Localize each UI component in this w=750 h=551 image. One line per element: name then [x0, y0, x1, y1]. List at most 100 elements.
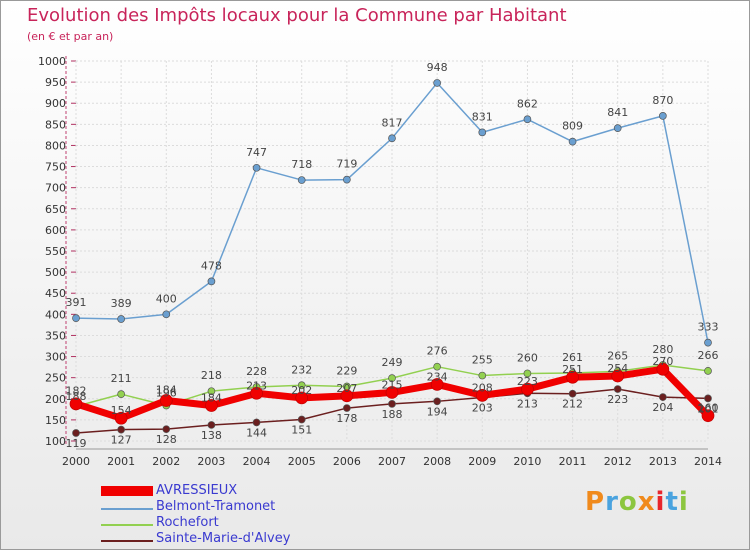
- data-point: [388, 374, 396, 382]
- data-label: 144: [246, 426, 267, 439]
- data-point: [478, 128, 487, 137]
- data-point: [611, 369, 625, 383]
- legend-swatch-rochefort: [101, 524, 153, 526]
- data-point: [114, 411, 128, 425]
- data-point: [523, 369, 532, 378]
- legend-swatch-belmont-tramonet: [101, 508, 153, 510]
- data-point: [250, 386, 263, 400]
- data-label: 809: [562, 120, 583, 133]
- data-label: 207: [336, 382, 357, 395]
- data-point: [297, 381, 306, 390]
- chart-title: Evolution des Impôts locaux pour la Comm…: [27, 5, 567, 26]
- data-label: 862: [517, 97, 538, 110]
- data-point: [159, 394, 173, 407]
- data-point: [385, 386, 399, 399]
- data-label: 747: [246, 146, 267, 159]
- data-point: [568, 389, 577, 398]
- y-tick-label: 550: [45, 245, 66, 258]
- data-point: [659, 112, 667, 120]
- data-label: 391: [66, 296, 87, 309]
- y-tick-label: 450: [45, 287, 66, 300]
- data-point: [433, 397, 441, 406]
- data-point: [656, 362, 670, 376]
- data-label: 213: [246, 379, 267, 392]
- logo-letter: x: [637, 487, 656, 517]
- logo-letter: i: [655, 487, 666, 517]
- data-label: 212: [562, 398, 583, 411]
- data-point: [433, 362, 441, 371]
- legend-label-avressieux: AVRESSIEUX: [156, 483, 238, 498]
- logo-letter: t: [665, 487, 679, 517]
- data-point: [207, 277, 216, 286]
- data-label: 201: [698, 402, 719, 415]
- data-point: [433, 79, 441, 87]
- data-point: [297, 176, 306, 184]
- data-label: 255: [472, 354, 493, 367]
- data-label: 276: [427, 345, 448, 358]
- x-tick-label: 2000: [62, 455, 90, 468]
- data-label: 229: [336, 365, 357, 378]
- data-label: 261: [562, 351, 583, 364]
- data-label: 260: [517, 351, 538, 364]
- y-tick-label: 700: [45, 182, 66, 195]
- data-label: 204: [652, 401, 673, 414]
- data-point: [117, 390, 125, 398]
- data-label: 478: [201, 259, 222, 272]
- data-point: [340, 389, 354, 403]
- data-label: 265: [607, 349, 628, 362]
- data-label: 333: [698, 321, 719, 334]
- data-point: [207, 387, 216, 396]
- data-label: 154: [111, 404, 132, 417]
- proxiti-logo: Proxiti: [585, 487, 689, 517]
- data-label: 188: [66, 390, 87, 403]
- data-point: [704, 394, 712, 403]
- data-point: [162, 425, 171, 434]
- logo-letter: P: [585, 487, 606, 517]
- x-tick-label: 2005: [288, 455, 316, 468]
- data-label: 213: [517, 397, 538, 410]
- data-label: 841: [607, 106, 628, 119]
- data-point: [205, 399, 218, 412]
- data-point: [72, 314, 80, 322]
- data-label: 218: [201, 369, 222, 382]
- y-tick-label: 600: [45, 224, 66, 237]
- logo-letter: o: [618, 487, 638, 517]
- data-point: [475, 389, 489, 402]
- y-tick-label: 400: [45, 308, 66, 321]
- data-point: [207, 421, 216, 429]
- data-label: 254: [607, 362, 628, 375]
- x-tick-label: 2001: [107, 455, 135, 468]
- data-point: [297, 415, 306, 424]
- data-point: [568, 137, 577, 146]
- data-label: 182: [66, 384, 87, 397]
- data-label: 194: [427, 405, 448, 418]
- x-tick-label: 2013: [649, 455, 677, 468]
- data-label: 223: [607, 393, 628, 406]
- data-label: 948: [427, 61, 448, 74]
- x-tick-label: 2012: [604, 455, 632, 468]
- data-label: 251: [562, 363, 583, 376]
- data-label: 202: [291, 384, 312, 397]
- x-tick-label: 2006: [333, 455, 361, 468]
- x-tick-label: 2014: [694, 455, 722, 468]
- data-point: [162, 310, 171, 319]
- data-point: [613, 124, 622, 132]
- legend-label-rochefort: Rochefort: [156, 515, 219, 530]
- data-point: [521, 382, 534, 396]
- data-label: 188: [382, 408, 403, 421]
- data-label: 400: [156, 292, 177, 305]
- data-label: 270: [652, 355, 673, 368]
- data-label: 138: [201, 429, 222, 442]
- data-label: 234: [427, 370, 448, 383]
- x-tick-label: 2004: [243, 455, 271, 468]
- y-tick-label: 950: [45, 76, 66, 89]
- data-point: [478, 371, 487, 380]
- data-label: 184: [156, 384, 177, 397]
- y-tick-label: 750: [45, 161, 66, 174]
- data-label: 870: [652, 94, 673, 107]
- chart-subtitle: (en € et par an): [27, 30, 114, 43]
- data-label: 211: [111, 372, 132, 385]
- legend-swatch-sainte-marie: [101, 540, 153, 542]
- data-label: 215: [382, 378, 403, 391]
